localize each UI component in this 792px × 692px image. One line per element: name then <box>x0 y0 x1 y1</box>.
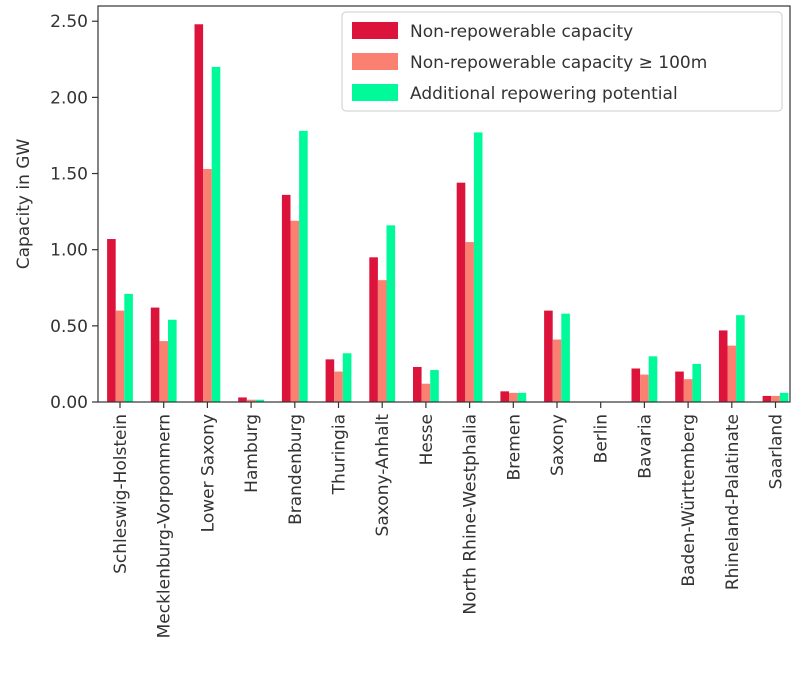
bar <box>544 310 553 402</box>
bar <box>736 315 745 402</box>
bars-layer <box>107 24 789 403</box>
y-tick-label: 0.00 <box>50 393 88 413</box>
legend-label: Additional repowering potential <box>410 84 678 104</box>
bar <box>377 280 387 402</box>
x-tick-label: Hesse <box>417 414 437 465</box>
bar <box>413 366 422 402</box>
plot-frame <box>97 5 791 403</box>
x-tick-label: Rhineland-Palatinate <box>723 414 743 590</box>
x-tick-label: Hamburg <box>242 414 262 493</box>
bar <box>211 66 221 402</box>
legend-label: Non-repowerable capacity <box>410 22 633 42</box>
bar <box>168 319 177 402</box>
legend: Non-repowerable capacity Non-repowerable … <box>341 11 783 112</box>
bar <box>640 374 649 402</box>
bar <box>421 383 431 402</box>
bar <box>631 368 641 402</box>
bar <box>325 359 335 402</box>
bar <box>430 370 439 402</box>
bar <box>238 397 247 402</box>
bar <box>465 242 474 402</box>
bar <box>107 239 116 402</box>
bar <box>500 391 509 402</box>
bar <box>290 220 300 402</box>
bar <box>115 310 125 402</box>
bar <box>771 395 780 402</box>
bar <box>683 379 693 402</box>
bar <box>124 293 133 402</box>
bar <box>517 392 527 402</box>
bar <box>281 194 291 402</box>
bar <box>159 341 168 402</box>
x-tick-label: Berlin <box>592 414 612 463</box>
y-axis: 0.00 0.50 1.00 1.50 2.00 2.50 <box>50 12 98 413</box>
legend-frame <box>341 11 783 112</box>
bar <box>255 399 264 402</box>
bar <box>779 392 789 402</box>
bar <box>456 182 466 402</box>
bar <box>150 307 160 402</box>
y-tick-label: 2.00 <box>50 88 88 108</box>
x-tick-label: North Rhine-Westphalia <box>461 414 481 615</box>
legend-swatch <box>352 22 398 39</box>
y-tick-label: 2.50 <box>50 12 88 32</box>
bar <box>762 395 772 402</box>
bar <box>648 356 658 402</box>
bar <box>561 313 570 402</box>
x-tick-label: Lower Saxony <box>198 414 218 532</box>
y-tick-label: 0.50 <box>50 317 88 337</box>
bar <box>369 257 378 402</box>
bar <box>386 225 396 402</box>
x-tick-label: Baden-Württemberg <box>679 414 699 587</box>
x-tick-label: Bremen <box>504 414 524 481</box>
bar <box>203 168 212 402</box>
bar <box>246 399 256 402</box>
bar <box>342 353 352 402</box>
bar <box>473 132 483 402</box>
y-tick-label: 1.50 <box>50 165 88 185</box>
x-tick-label: Saxony-Anhalt <box>373 414 393 537</box>
x-tick-label: Schleswig-Holstein <box>111 414 131 574</box>
x-tick-label: Bavaria <box>635 414 655 479</box>
legend-swatch <box>352 53 398 70</box>
x-tick-label: Thuringia <box>330 414 350 495</box>
x-tick-label: Brandenburg <box>286 414 306 525</box>
legend-label: Non-repowerable capacity ≥ 100m <box>410 53 707 73</box>
x-axis: Schleswig-Holstein Mecklenburg-Vorpommern… <box>111 402 787 638</box>
legend-swatch <box>352 84 398 101</box>
y-tick-label: 1.00 <box>50 241 88 261</box>
x-tick-label: Saxony <box>548 414 568 476</box>
x-tick-label: Mecklenburg-Vorpommern <box>155 414 175 638</box>
bar <box>718 330 728 402</box>
x-tick-label: Saarland <box>767 414 787 489</box>
bar <box>727 345 737 402</box>
bar <box>552 339 562 402</box>
bar <box>334 371 343 402</box>
y-axis-label: Capacity in GW <box>14 139 34 270</box>
bar <box>194 24 204 403</box>
bar <box>509 392 518 402</box>
bar <box>692 363 701 402</box>
bar <box>299 130 308 402</box>
bar <box>675 371 684 402</box>
